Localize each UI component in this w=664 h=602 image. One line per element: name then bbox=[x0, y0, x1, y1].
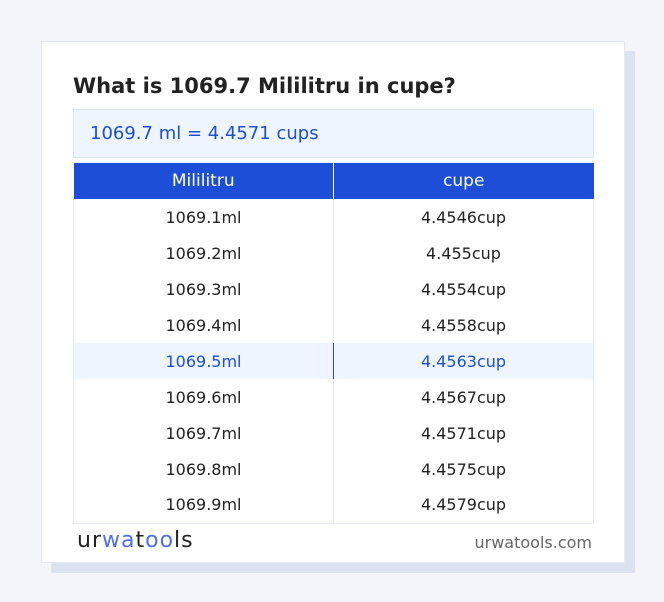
ml-cell: 1069.3ml bbox=[73, 271, 334, 307]
page-title: What is 1069.7 Mililitru in cupe? bbox=[73, 74, 456, 98]
table-row: 1069.7ml 4.4571cup bbox=[73, 415, 594, 451]
ml-cell: 1069.7ml bbox=[73, 415, 334, 451]
cup-cell: 4.4579cup bbox=[333, 487, 594, 524]
result-box: 1069.7 ml = 4.4571 cups bbox=[73, 109, 594, 158]
cup-cell: 4.4546cup bbox=[333, 199, 594, 235]
cup-cell: 4.455cup bbox=[333, 235, 594, 271]
conversion-table: Mililitru cupe 1069.1ml 4.4546cup 1069.2ml… bbox=[73, 163, 594, 524]
cup-cell: 4.4554cup bbox=[333, 271, 594, 307]
ml-cell: 1069.9ml bbox=[73, 487, 334, 524]
ml-cell: 1069.1ml bbox=[73, 199, 334, 235]
table-row: 1069.8ml 4.4575cup bbox=[73, 451, 594, 487]
ml-cell: 1069.6ml bbox=[73, 379, 334, 415]
ml-cell: 1069.4ml bbox=[73, 307, 334, 343]
table-row: 1069.2ml 4.455cup bbox=[73, 235, 594, 271]
cup-cell: 4.4575cup bbox=[333, 451, 594, 487]
table-row: 1069.3ml 4.4554cup bbox=[73, 271, 594, 307]
converter-card: What is 1069.7 Mililitru in cupe? 1069.7… bbox=[41, 41, 625, 563]
cup-cell: 4.4558cup bbox=[333, 307, 594, 343]
cup-cell: 4.4563cup bbox=[333, 343, 594, 379]
table-row: 1069.6ml 4.4567cup bbox=[73, 379, 594, 415]
header-ml: Mililitru bbox=[73, 163, 334, 199]
cup-cell: 4.4567cup bbox=[333, 379, 594, 415]
table-row: 1069.1ml 4.4546cup bbox=[73, 199, 594, 235]
table-row: 1069.9ml 4.4579cup bbox=[73, 487, 594, 524]
ml-cell: 1069.5ml bbox=[73, 343, 334, 379]
ml-cell: 1069.8ml bbox=[73, 451, 334, 487]
ml-cell: 1069.2ml bbox=[73, 235, 334, 271]
table-row: 1069.5ml 4.4563cup bbox=[73, 343, 594, 379]
table-row: 1069.4ml 4.4558cup bbox=[73, 307, 594, 343]
urwatools-logo: urwatools bbox=[77, 528, 194, 553]
site-link[interactable]: urwatools.com bbox=[474, 533, 593, 552]
cup-cell: 4.4571cup bbox=[333, 415, 594, 451]
header-cup: cupe bbox=[333, 163, 594, 199]
